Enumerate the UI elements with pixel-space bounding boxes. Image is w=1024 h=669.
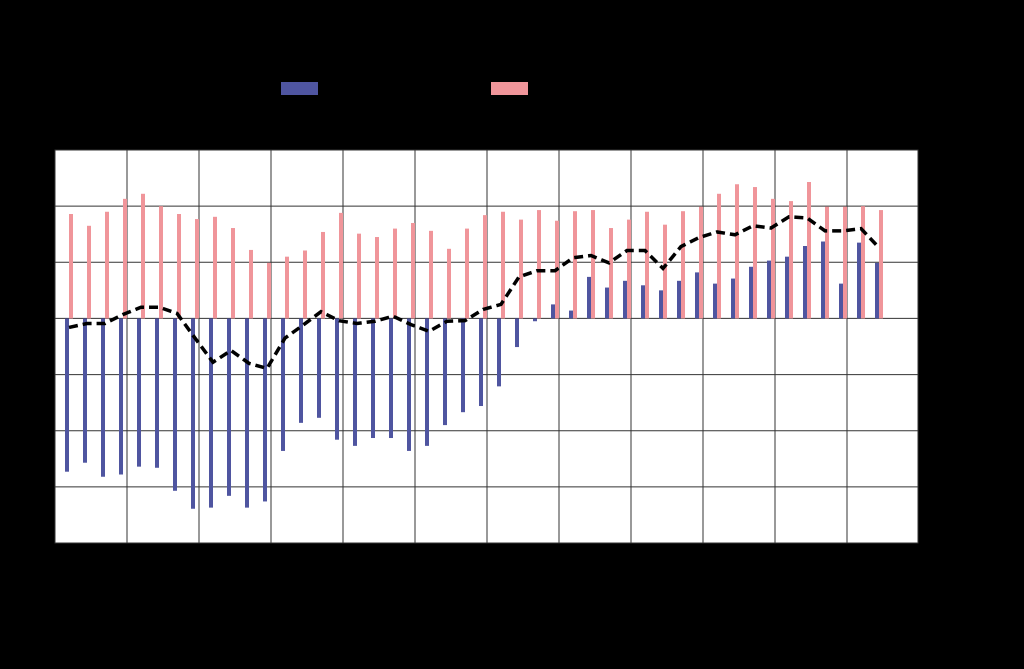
bar bbox=[227, 318, 231, 496]
bar bbox=[209, 318, 213, 508]
bar bbox=[69, 214, 73, 319]
bar bbox=[587, 276, 591, 319]
bar bbox=[267, 262, 271, 319]
bar bbox=[533, 318, 537, 322]
bar bbox=[173, 318, 177, 491]
bar bbox=[861, 206, 865, 319]
bar bbox=[65, 318, 69, 472]
bar bbox=[789, 201, 793, 319]
bar bbox=[141, 193, 145, 319]
bar bbox=[461, 318, 465, 413]
bar bbox=[713, 283, 717, 319]
bar bbox=[717, 193, 721, 319]
bar bbox=[357, 233, 361, 319]
bar bbox=[659, 290, 663, 319]
bar bbox=[465, 228, 469, 319]
bar bbox=[501, 211, 505, 319]
bar bbox=[335, 318, 339, 440]
bar bbox=[591, 210, 595, 319]
bar bbox=[375, 237, 379, 319]
legend-swatch bbox=[491, 82, 528, 95]
line bbox=[68, 215, 881, 371]
bar bbox=[263, 318, 267, 502]
legend-swatch bbox=[281, 82, 318, 95]
bar bbox=[681, 211, 685, 319]
bar bbox=[479, 318, 483, 407]
bar bbox=[753, 187, 757, 319]
bar bbox=[285, 256, 289, 319]
bar bbox=[245, 318, 249, 508]
bar bbox=[627, 219, 631, 319]
bar bbox=[573, 211, 577, 319]
bar bbox=[411, 222, 415, 319]
bar bbox=[447, 248, 451, 319]
bar bbox=[807, 182, 811, 319]
bar bbox=[843, 206, 847, 319]
bar bbox=[281, 318, 285, 451]
bar bbox=[483, 215, 487, 319]
bar bbox=[569, 310, 573, 319]
bar bbox=[299, 318, 303, 423]
bar bbox=[879, 210, 883, 319]
bar bbox=[803, 246, 807, 319]
bar bbox=[123, 198, 127, 319]
bar bbox=[677, 280, 681, 319]
bar bbox=[641, 285, 645, 319]
bar bbox=[537, 210, 541, 319]
bar bbox=[699, 206, 703, 319]
bar bbox=[87, 225, 91, 319]
bar bbox=[213, 216, 217, 319]
bar bbox=[695, 272, 699, 319]
bar bbox=[519, 219, 523, 319]
bar bbox=[321, 231, 325, 319]
bar bbox=[735, 184, 739, 319]
bar bbox=[353, 318, 357, 446]
bar bbox=[371, 318, 375, 439]
bar bbox=[195, 219, 199, 319]
bar bbox=[429, 230, 433, 319]
plot-border bbox=[54, 149, 919, 544]
bar bbox=[663, 224, 667, 319]
bar bbox=[389, 318, 393, 439]
bar bbox=[609, 228, 613, 319]
bar bbox=[497, 318, 501, 387]
bar bbox=[339, 212, 343, 319]
bar bbox=[159, 206, 163, 319]
bar bbox=[425, 318, 429, 446]
bar bbox=[119, 318, 123, 475]
bar bbox=[393, 228, 397, 319]
bar bbox=[731, 278, 735, 319]
bar bbox=[249, 249, 253, 319]
bar bbox=[825, 206, 829, 319]
bar bbox=[771, 198, 775, 319]
bar bbox=[137, 318, 141, 467]
bar bbox=[875, 262, 879, 319]
bar bbox=[767, 260, 771, 319]
bar bbox=[177, 214, 181, 319]
bar bbox=[83, 318, 87, 463]
bar bbox=[155, 318, 159, 468]
bar bbox=[101, 318, 105, 477]
bar bbox=[785, 256, 789, 319]
bar bbox=[407, 318, 411, 451]
bar bbox=[623, 280, 627, 319]
bar bbox=[821, 241, 825, 319]
bar bbox=[303, 250, 307, 319]
bar bbox=[105, 211, 109, 319]
bar bbox=[515, 318, 519, 348]
bar bbox=[645, 211, 649, 319]
bar bbox=[605, 287, 609, 319]
bar bbox=[443, 318, 447, 426]
bar bbox=[191, 318, 195, 509]
bar bbox=[857, 242, 861, 319]
bar bbox=[839, 283, 843, 319]
bar bbox=[231, 228, 235, 319]
bar bbox=[317, 318, 321, 418]
bar bbox=[749, 266, 753, 319]
bar bbox=[551, 304, 555, 319]
